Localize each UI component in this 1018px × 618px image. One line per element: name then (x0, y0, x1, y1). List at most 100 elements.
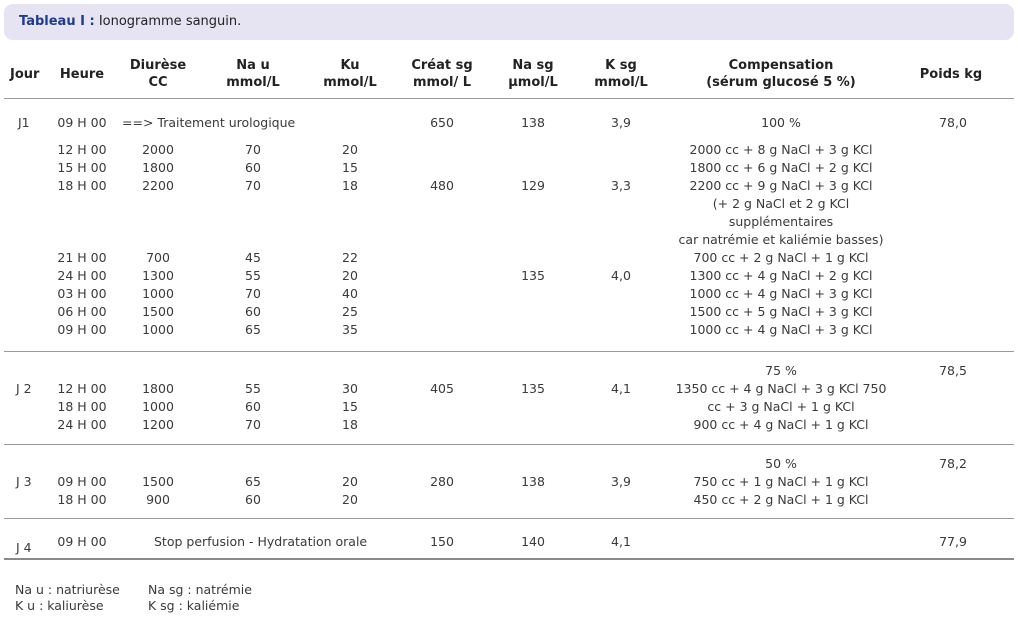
j1-row6-nau: 70 (245, 286, 261, 301)
j2-row2-ku: 15 (342, 399, 358, 414)
j2-row3-comp: 900 cc + 4 g NaCl + 1 g KCl (693, 417, 869, 432)
header-divider (4, 98, 1014, 99)
j1-row5-heure: 24 H 00 (57, 268, 107, 283)
j4-note: Stop perfusion - Hydratation orale (154, 534, 368, 549)
j1-row3-diurese: 2200 (142, 178, 174, 193)
j1-row3-heure: 18 H 00 (57, 178, 107, 193)
header-diurese: Diurèse CC (129, 58, 187, 90)
j1-row5-ksg: 4,0 (611, 268, 631, 283)
j1-row1-comp: 2000 cc + 8 g NaCl + 3 g KCl (689, 142, 873, 157)
j1-r0-nasg: 138 (521, 115, 545, 130)
j1-row4-comp: 700 cc + 2 g NaCl + 1 g KCl (693, 250, 869, 265)
j1-row8-diurese: 1000 (142, 322, 174, 337)
j1-row5-nau: 55 (245, 268, 261, 283)
j1-row5-comp: 1300 cc + 4 g NaCl + 2 g KCl (689, 268, 873, 283)
j3-row2-nau: 60 (245, 492, 261, 507)
table-title: Tableau I : Ionogramme sanguin. (19, 13, 241, 31)
j1-row2-comp: 1800 cc + 6 g NaCl + 2 g KCl (689, 160, 873, 175)
j2-row3-ku: 18 (342, 417, 358, 432)
j2-row2-heure: 18 H 00 (57, 399, 107, 414)
j1-r0-note: ==> Traitement urologique (122, 115, 296, 130)
j1-r0-ksg: 3,9 (611, 115, 631, 130)
j1-row3-ku: 18 (342, 178, 358, 193)
legend-k-u: K u : kaliurèse (15, 598, 104, 613)
j3-poids: 78,2 (939, 456, 967, 471)
j3-row2-comp: 450 cc + 2 g NaCl + 1 g KCl (693, 492, 869, 507)
divider-j3-j4 (4, 518, 1014, 519)
j2-row2-diurese: 1000 (142, 399, 174, 414)
header-k-u: Ku mmol/L (323, 58, 377, 90)
j1-row4-heure: 21 H 00 (57, 250, 107, 265)
j1-row1-ku: 20 (342, 142, 358, 157)
j1-row8-nau: 65 (245, 322, 261, 337)
j1-r0-poids: 78,0 (939, 115, 967, 130)
j1-r0-heure: 09 H 00 (57, 115, 107, 130)
j1-row7-ku: 25 (342, 304, 358, 319)
j2-row3-nau: 70 (245, 417, 261, 432)
j2-row2-comp: cc + 3 g NaCl + 1 g KCl (707, 399, 855, 414)
j2-row1-comp: 1350 cc + 4 g NaCl + 3 g KCl 750 (675, 381, 887, 396)
j3-creat: 280 (430, 474, 454, 489)
j1-row5-ku: 20 (342, 268, 358, 283)
j1-row6-heure: 03 H 00 (57, 286, 107, 301)
j3-percent: 50 % (765, 456, 797, 471)
j1-row3-ksg: 3,3 (611, 178, 631, 193)
table-title-text: Ionogramme sanguin. (98, 14, 242, 29)
j2-row3-diurese: 1200 (142, 417, 174, 432)
j2-row1-ku: 30 (342, 381, 358, 396)
j2-nasg: 135 (521, 381, 545, 396)
j1-row4-diurese: 700 (146, 250, 170, 265)
j1-extra-line3: car natrémie et kaliémie basses) (678, 232, 884, 247)
j3-row2-diurese: 900 (146, 492, 170, 507)
j1-row3-comp: 2200 cc + 9 g NaCl + 3 g KCl (689, 178, 873, 193)
j1-row2-nau: 60 (245, 160, 261, 175)
legend-na-sg: Na sg : natrémie (148, 582, 252, 597)
j1-jour: J1 (18, 115, 30, 130)
j2-percent: 75 % (765, 363, 797, 378)
j1-row7-nau: 60 (245, 304, 261, 319)
legend-k-sg: K sg : kaliémie (148, 598, 240, 613)
j1-row2-heure: 15 H 00 (57, 160, 107, 175)
j1-row1-nau: 70 (245, 142, 261, 157)
j1-row1-diurese: 2000 (142, 142, 174, 157)
j3-row2-ku: 20 (342, 492, 358, 507)
divider-j2-j3 (4, 444, 1014, 445)
j1-row3-nau: 70 (245, 178, 261, 193)
j1-row3-creat: 480 (430, 178, 454, 193)
header-compensation: Compensation (sérum glucosé 5 %) (706, 58, 856, 90)
j1-row6-diurese: 1000 (142, 286, 174, 301)
j4-ksg: 4,1 (611, 534, 631, 549)
j2-jour: J 2 (16, 381, 32, 396)
j1-row8-ku: 35 (342, 322, 358, 337)
j1-row4-nau: 45 (245, 250, 261, 265)
j1-row7-diurese: 1500 (142, 304, 174, 319)
j1-r0-creat: 650 (430, 115, 454, 130)
j4-jour: J 4 (16, 540, 32, 555)
j3-row1-comp: 750 cc + 1 g NaCl + 1 g KCl (693, 474, 869, 489)
divider-j1-j2 (4, 351, 1014, 352)
table-bottom-rule (4, 558, 1014, 560)
j1-row4-ku: 22 (342, 250, 358, 265)
j1-row2-diurese: 1800 (142, 160, 174, 175)
table-title-label: Tableau I : (19, 14, 95, 29)
j1-row6-comp: 1000 cc + 4 g NaCl + 3 g KCl (689, 286, 873, 301)
j2-poids: 78,5 (939, 363, 967, 378)
j2-row1-nau: 55 (245, 381, 261, 396)
j3-nasg: 138 (521, 474, 545, 489)
j1-row3-nasg: 129 (521, 178, 545, 193)
j4-creat: 150 (430, 534, 454, 549)
j1-row5-nasg: 135 (521, 268, 545, 283)
j1-row7-comp: 1500 cc + 5 g NaCl + 3 g KCl (689, 304, 873, 319)
j2-row1-diurese: 1800 (142, 381, 174, 396)
j1-extra-line2: supplémentaires (728, 214, 834, 229)
j3-row1-ku: 20 (342, 474, 358, 489)
j2-row2-nau: 60 (245, 399, 261, 414)
j3-row1-heure: 09 H 00 (57, 474, 107, 489)
j2-row3-heure: 24 H 00 (57, 417, 107, 432)
j1-row6-ku: 40 (342, 286, 358, 301)
header-na-u: Na u mmol/L (226, 58, 280, 90)
j1-row8-heure: 09 H 00 (57, 322, 107, 337)
j1-row2-ku: 15 (342, 160, 358, 175)
j1-row8-comp: 1000 cc + 4 g NaCl + 3 g KCl (689, 322, 873, 337)
j3-row2-heure: 18 H 00 (57, 492, 107, 507)
